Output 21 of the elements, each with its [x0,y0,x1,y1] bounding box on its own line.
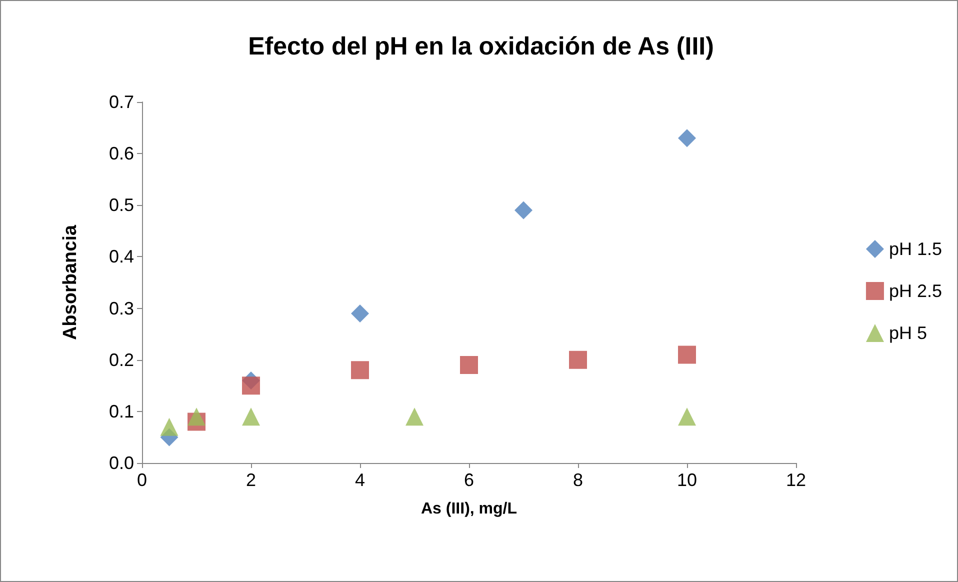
x-tick-label: 2 [246,470,256,490]
x-tick-label: 12 [786,470,806,490]
y-tick-label: 0.5 [108,195,134,216]
legend-label: pH 5 [888,323,927,343]
y-tick-label: 0.4 [108,246,134,267]
legend-label: pH 2.5 [888,281,942,301]
x-tick-label: 0 [136,470,148,490]
x-tick-label: 10 [676,470,698,490]
x-axis-title: As (III), mg/L [421,500,518,518]
x-tick-label: 8 [572,470,584,490]
y-tick-label: 0.3 [108,298,134,318]
y-tick-label: 0.7 [108,92,134,112]
legend-label: pH 1.5 [888,239,942,259]
y-axis-title: Absorbancia [60,224,81,340]
y-tick-label: 0.6 [108,144,134,164]
x-tick-label: 4 [354,470,366,490]
y-tick-label: 0.0 [108,453,134,473]
y-tick-label: 0.2 [108,350,134,370]
chart-title: Efecto del pH en la oxidación de As (III) [248,32,714,60]
x-tick-label: 6 [464,470,474,490]
y-tick-label: 0.1 [108,401,134,422]
